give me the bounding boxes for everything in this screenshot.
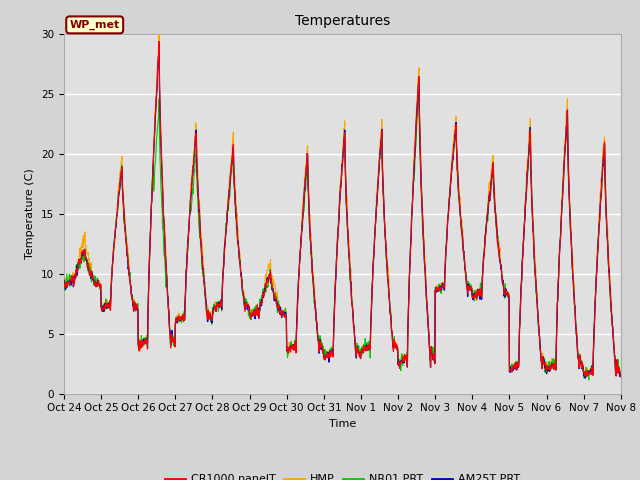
Title: Temperatures: Temperatures bbox=[295, 14, 390, 28]
Text: WP_met: WP_met bbox=[70, 20, 120, 30]
Y-axis label: Temperature (C): Temperature (C) bbox=[26, 168, 35, 259]
Legend: CR1000 panelT, HMP, NR01 PRT, AM25T PRT: CR1000 panelT, HMP, NR01 PRT, AM25T PRT bbox=[161, 470, 524, 480]
X-axis label: Time: Time bbox=[329, 419, 356, 429]
